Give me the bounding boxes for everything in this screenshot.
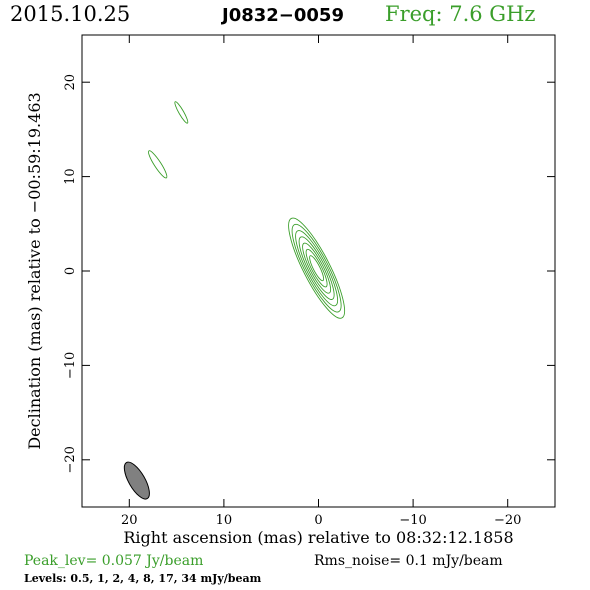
knot-1-contour-1 [148,150,168,179]
knot-2-contour-1 [174,101,189,124]
plot-content [123,101,346,500]
contour-levels: Levels: 0.5, 1, 2, 4, 8, 17, 34 mJy/beam [24,572,262,585]
source-name: J0832−0059 [222,5,344,26]
axis-ticks: 20 10 0 −10 −20 −20 −10 0 10 20 [63,35,555,528]
y-tick-label: 0 [63,267,78,275]
core-contour-1 [288,217,346,319]
y-axis-title: Declination (mas) relative to −00:59:19.… [25,92,44,449]
core-contour-4 [298,236,335,300]
rms-noise: Rms_noise= 0.1 mJy/beam [314,553,503,569]
x-tick-label: −20 [494,513,521,528]
core-contour-5 [302,242,332,294]
peak-level: Peak_lev= 0.057 Jy/beam [24,553,204,569]
x-tick-label: 0 [314,513,322,528]
frequency-label: Freq: 7.6 GHz [385,2,536,26]
observation-date: 2015.10.25 [10,2,131,26]
y-tick-label: −20 [63,446,78,473]
core-contour-2 [291,223,342,313]
x-axis-title: Right ascension (mas) relative to 08:32:… [123,528,513,547]
x-tick-label: −10 [399,513,426,528]
x-tick-label: 10 [216,513,233,528]
y-tick-label: 20 [63,74,78,91]
y-tick-label: 10 [63,168,78,185]
plot-frame [81,34,556,508]
y-tick-label: −10 [63,352,78,379]
core-contour-7 [309,255,325,282]
core-contour-6 [305,248,328,288]
core-contour-3 [295,230,339,307]
beam-ellipse [123,461,150,500]
x-tick-label: 20 [121,513,138,528]
